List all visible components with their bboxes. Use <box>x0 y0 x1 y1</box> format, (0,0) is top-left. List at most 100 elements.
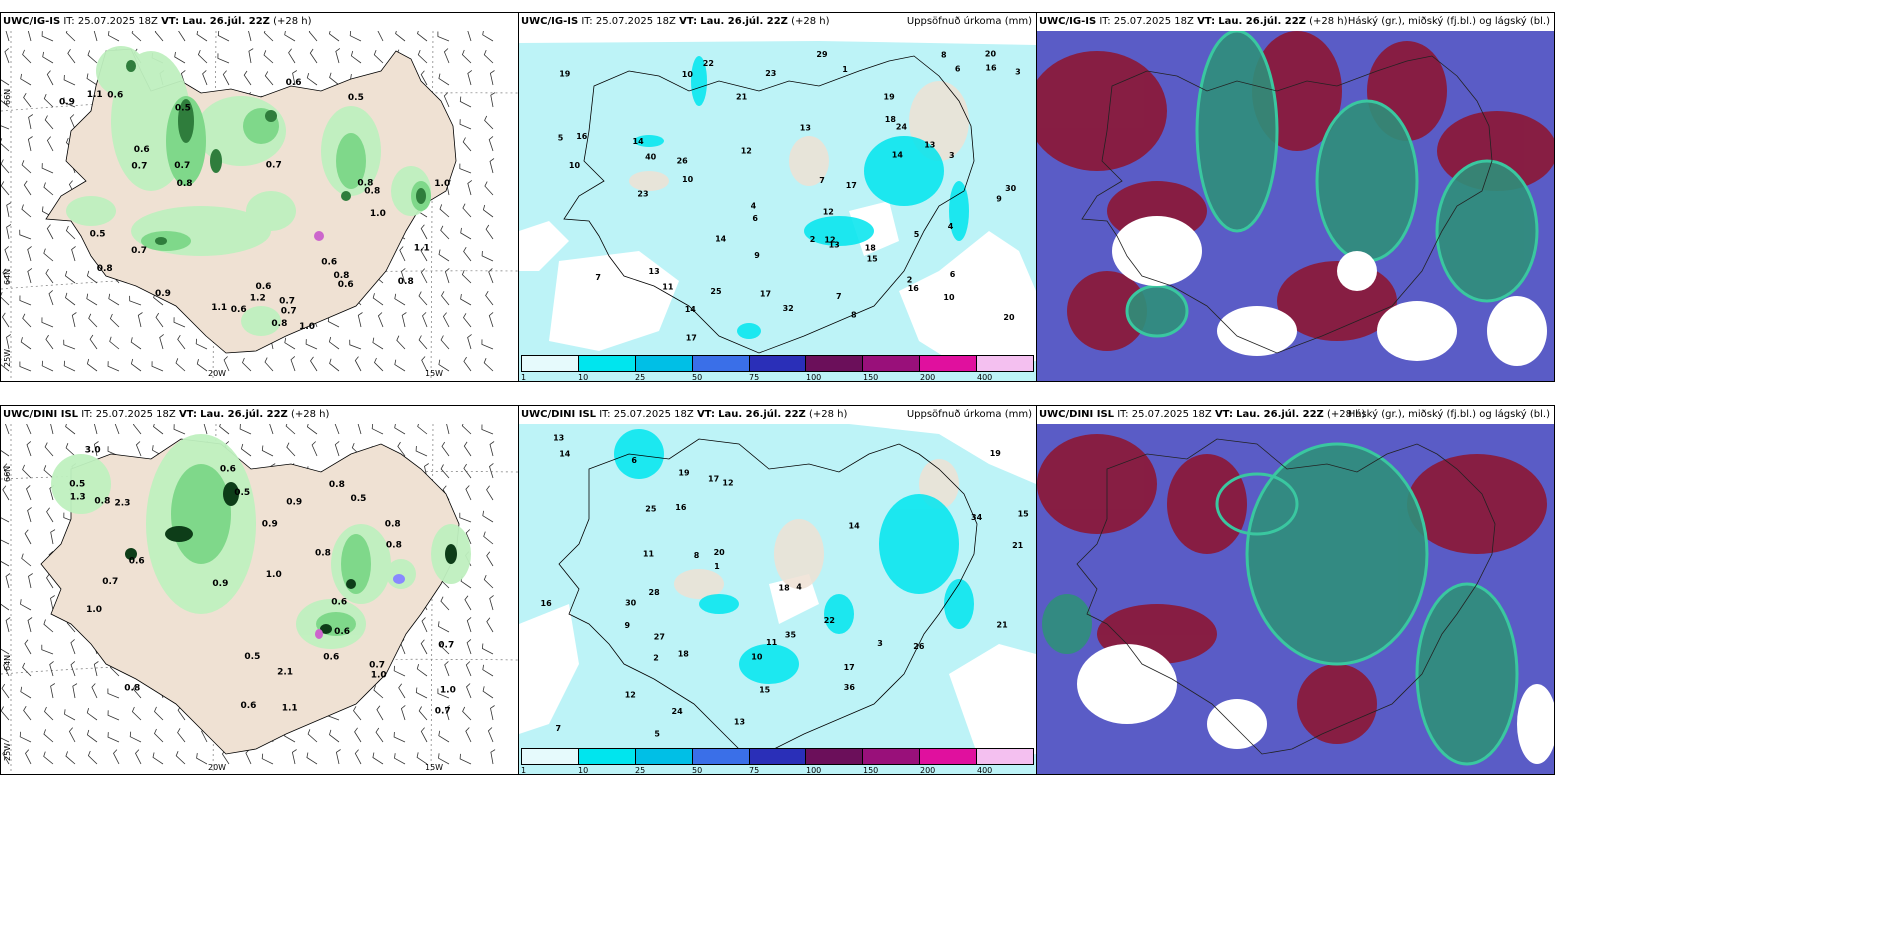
precip-value-label: 11 <box>662 283 674 292</box>
precip-heavy <box>125 482 457 634</box>
wind-barb <box>4 246 10 262</box>
wind-barb <box>335 48 341 64</box>
valid-label: VT: <box>178 409 197 420</box>
valid-time: Lau. 26.júl. 22Z <box>1218 16 1306 27</box>
wind-barb <box>68 727 76 743</box>
wind-barb <box>63 74 76 86</box>
wind-barb <box>1 138 10 152</box>
land-no-precip <box>674 459 959 599</box>
wind-barb <box>5 424 10 435</box>
wind-barb <box>65 292 76 306</box>
wind-barb <box>41 360 54 372</box>
precip-value-label: 4 <box>796 582 802 591</box>
panel-header: UWC/IG-IS IT: 25.07.2025 18Z VT: Lau. 26… <box>1039 16 1348 28</box>
precip-value-label: 0.7 <box>369 661 385 671</box>
wind-barb <box>466 617 472 633</box>
precip-value-label: 35 <box>785 630 797 639</box>
wind-barb <box>399 246 406 262</box>
colorbar-cell <box>977 749 1034 764</box>
wind-barb <box>376 705 384 721</box>
wind-barb <box>309 48 318 64</box>
lon-label-25: 25W <box>3 348 12 367</box>
precip-value-label: 1.1 <box>87 90 103 100</box>
precip-value-label: 0.6 <box>286 78 302 88</box>
wind-barb <box>196 359 208 372</box>
wind-barb <box>173 317 186 328</box>
wind-barb <box>354 356 362 372</box>
wind-barb <box>41 317 54 328</box>
dry-areas <box>519 31 1036 366</box>
precip-max <box>315 629 323 639</box>
colorbar-tick: 25 <box>635 766 646 775</box>
wind-barb <box>26 485 32 501</box>
precip-value-label: 3 <box>1015 68 1021 77</box>
precip-value-label: 1.0 <box>434 179 450 189</box>
precip-value-label: 1.1 <box>211 303 227 313</box>
precip-value-label: 21 <box>1012 541 1024 550</box>
wind-barb <box>292 70 298 86</box>
wind-barb <box>372 752 384 765</box>
precip-value-label: 1.1 <box>414 244 430 254</box>
wind-barb <box>69 114 76 130</box>
wind-barb <box>173 424 186 435</box>
wind-barb <box>23 92 32 108</box>
wind-barb <box>1 603 10 611</box>
precip-value-label: 0.6 <box>331 597 347 607</box>
wind-barb <box>130 358 142 372</box>
wind-barb <box>28 573 33 589</box>
precip-value-label: 40 <box>645 153 657 162</box>
precip-value-label: 22 <box>703 59 714 68</box>
iceland-coast <box>558 438 978 755</box>
precip-value-label: 2.3 <box>115 498 131 508</box>
wind-barb <box>441 291 450 306</box>
wind-barb <box>65 31 76 42</box>
wind-barb <box>46 136 54 152</box>
precip-value-label: 1.2 <box>250 294 266 304</box>
precip-value-label: 19 <box>559 70 571 79</box>
wind-barb <box>489 463 494 479</box>
model-name: UWC/IG-IS <box>1039 16 1097 27</box>
wind-barb <box>486 617 494 633</box>
precip-value-label: 26 <box>677 156 689 165</box>
cloud-map <box>1037 424 1554 774</box>
model-name: UWC/IG-IS <box>521 16 579 27</box>
wind-barb <box>443 92 450 108</box>
wind-barb <box>490 749 496 765</box>
wind-barb <box>65 751 76 765</box>
wind-barb <box>396 335 406 350</box>
wind-barb <box>63 339 76 350</box>
precip-map-svg: 1413161915171218732459118101216202115242… <box>519 424 1036 774</box>
wind-barb <box>65 225 76 240</box>
wind-barb <box>44 115 54 130</box>
wind-barb <box>483 574 494 589</box>
lat-label-64: 64N <box>3 268 12 285</box>
precip-value-label: 17 <box>846 181 857 190</box>
wind-barb <box>264 71 274 86</box>
wind-barb <box>108 293 120 306</box>
wind-barb <box>395 31 406 42</box>
wind-barb <box>27 268 33 284</box>
valid-label: VT: <box>679 16 698 27</box>
wind-barb <box>418 335 428 350</box>
precip-value-label: 27 <box>654 633 665 642</box>
wind-barb <box>443 48 450 64</box>
valid-time: Lau. 26.júl. 22Z <box>200 409 288 420</box>
wind-barb <box>6 334 11 350</box>
wind-barb <box>43 729 54 743</box>
colorbar-tick: 200 <box>920 766 936 775</box>
panel-precip-top: UWC/IG-IS IT: 25.07.2025 18Z VT: Lau. 26… <box>518 12 1037 382</box>
precip-max <box>314 231 324 241</box>
precip-value-label: 9 <box>996 195 1002 204</box>
wind-barb <box>437 688 450 699</box>
iceland-land <box>40 438 460 755</box>
precip-value-label: 13 <box>553 434 564 443</box>
wind-barb <box>486 485 494 501</box>
panel-wind-top: UWC/IG-IS IT: 25.07.2025 18Z VT: Lau. 26… <box>0 12 519 382</box>
precip-value-label: 6 <box>631 456 637 465</box>
wind-barb <box>481 250 494 262</box>
wind-barb <box>202 70 208 86</box>
wind-barb <box>46 507 54 523</box>
wind-barb <box>5 573 11 589</box>
wind-barb <box>2 485 10 501</box>
valid-label: VT: <box>696 409 715 420</box>
